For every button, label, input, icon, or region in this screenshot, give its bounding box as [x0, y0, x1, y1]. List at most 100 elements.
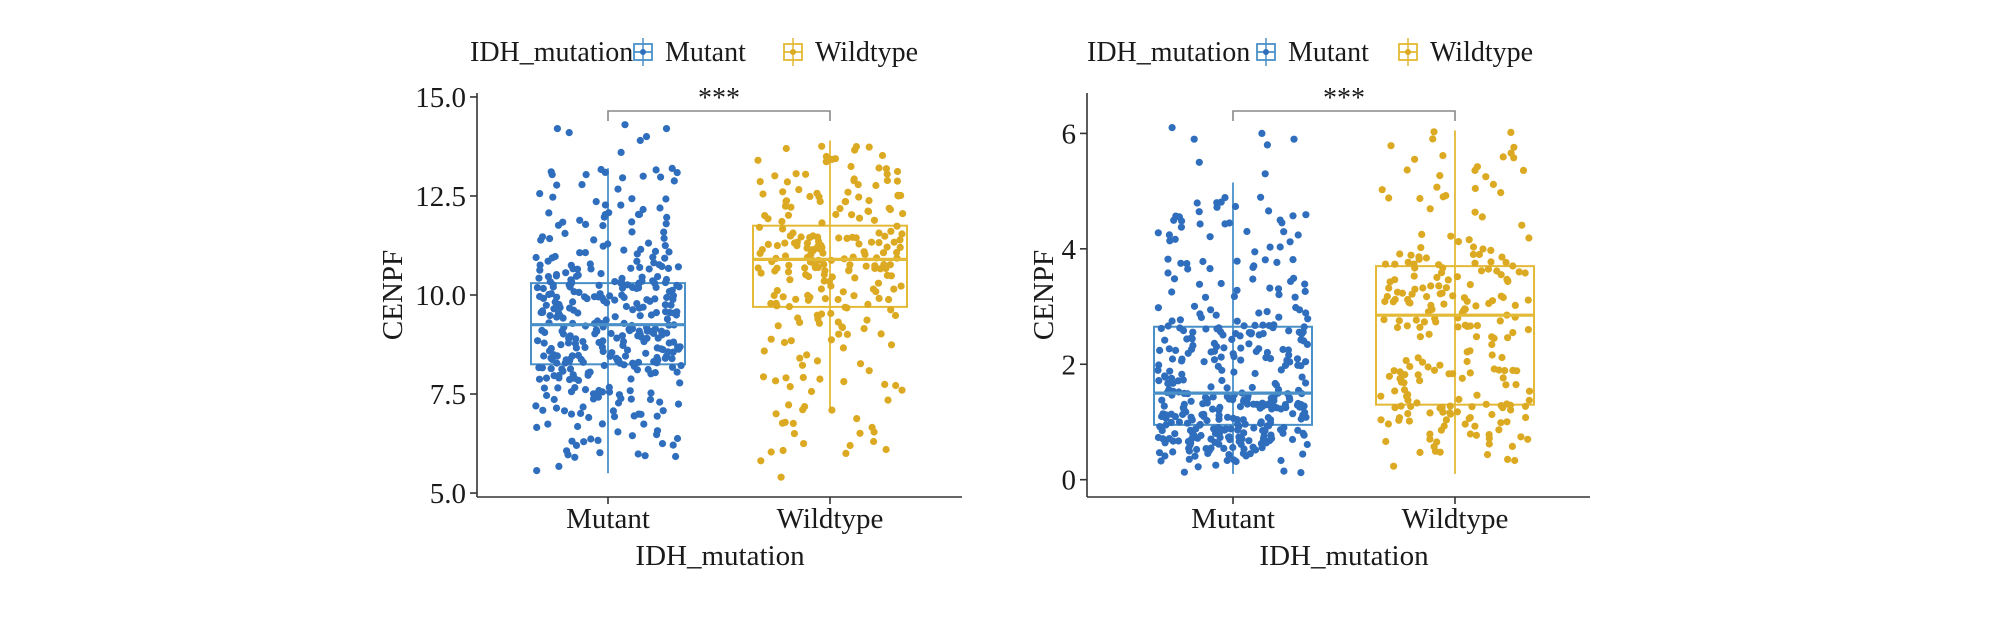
- data-point: [1232, 330, 1240, 338]
- legend-label-mutant: Mutant: [1288, 37, 1369, 68]
- data-point: [890, 238, 898, 246]
- data-point: [627, 264, 635, 272]
- data-point: [1389, 298, 1397, 306]
- data-point: [1410, 272, 1418, 280]
- data-point: [1161, 452, 1169, 460]
- data-point: [1418, 358, 1427, 366]
- data-point: [1416, 333, 1424, 341]
- data-point: [1414, 371, 1422, 379]
- data-point: [606, 292, 614, 300]
- data-point: [533, 423, 541, 431]
- data-point: [1391, 260, 1399, 268]
- data-point: [1209, 393, 1217, 401]
- data-point: [661, 301, 670, 309]
- data-point: [1179, 376, 1187, 384]
- data-point: [673, 434, 682, 443]
- data-point: [641, 452, 649, 460]
- data-point: [1201, 393, 1210, 401]
- data-point: [792, 295, 800, 303]
- data-point: [1271, 403, 1279, 411]
- data-point: [1284, 346, 1292, 354]
- data-point: [577, 355, 585, 364]
- data-point: [841, 198, 849, 206]
- data-point: [1249, 443, 1257, 451]
- outlier-point: [621, 121, 629, 129]
- data-point: [665, 339, 673, 347]
- series-wildtype: [1375, 128, 1535, 474]
- data-point: [1171, 430, 1179, 438]
- data-point: [590, 293, 599, 301]
- data-point: [1525, 234, 1533, 242]
- data-point: [822, 152, 831, 161]
- data-point: [599, 222, 607, 230]
- data-point: [865, 367, 873, 375]
- data-point: [1263, 308, 1271, 316]
- data-point: [1431, 447, 1440, 455]
- data-point: [1490, 334, 1498, 342]
- data-point: [1429, 135, 1437, 143]
- data-point: [1504, 334, 1512, 342]
- data-point: [659, 346, 667, 354]
- data-point: [1438, 403, 1446, 411]
- data-point: [673, 169, 681, 177]
- data-point: [1267, 431, 1275, 439]
- data-point: [1286, 238, 1294, 246]
- data-point: [564, 451, 572, 459]
- data-point: [773, 302, 781, 310]
- data-point: [663, 213, 671, 221]
- data-point: [590, 236, 598, 244]
- data-point: [672, 452, 680, 461]
- data-point: [584, 371, 592, 379]
- data-point: [1223, 384, 1231, 392]
- data-point: [897, 282, 905, 290]
- data-point: [1390, 462, 1398, 470]
- data-point: [798, 361, 807, 369]
- data-point: [1195, 208, 1203, 216]
- data-point: [877, 330, 885, 338]
- data-point: [600, 361, 608, 370]
- data-point: [617, 201, 625, 209]
- data-point: [542, 301, 550, 309]
- data-point: [1416, 323, 1424, 331]
- data-point: [897, 191, 905, 200]
- data-point: [569, 298, 577, 306]
- data-point: [1393, 288, 1402, 296]
- data-point: [644, 365, 652, 374]
- data-point: [844, 188, 852, 196]
- data-point: [1406, 362, 1414, 371]
- data-point: [1276, 243, 1284, 251]
- data-point: [1222, 425, 1230, 433]
- data-point: [1166, 237, 1174, 245]
- data-point: [1240, 322, 1248, 330]
- data-point: [577, 409, 585, 417]
- data-point: [1507, 149, 1515, 157]
- data-point: [1458, 374, 1466, 382]
- data-point: [1216, 403, 1224, 411]
- data-point: [673, 281, 681, 289]
- legend-label-wildtype: Wildtype: [1430, 37, 1533, 68]
- data-point: [874, 279, 883, 287]
- data-point: [1426, 409, 1434, 417]
- data-point: [865, 143, 873, 151]
- data-point: [539, 284, 547, 293]
- data-point: [628, 195, 636, 203]
- data-point: [677, 362, 685, 370]
- data-point: [1506, 401, 1514, 409]
- data-point: [1301, 280, 1309, 288]
- data-point: [899, 210, 907, 218]
- data-point: [667, 301, 675, 309]
- data-point: [813, 357, 822, 365]
- data-point: [1390, 367, 1398, 375]
- data-point: [1233, 286, 1241, 294]
- data-point: [1498, 353, 1506, 362]
- outlier-point: [870, 437, 878, 446]
- data-point: [1185, 444, 1193, 452]
- data-point: [1161, 373, 1169, 381]
- data-point: [654, 334, 662, 342]
- data-point: [787, 337, 795, 345]
- data-point: [627, 395, 635, 403]
- data-point: [1233, 257, 1241, 265]
- data-point: [1216, 434, 1224, 442]
- data-point: [661, 254, 669, 262]
